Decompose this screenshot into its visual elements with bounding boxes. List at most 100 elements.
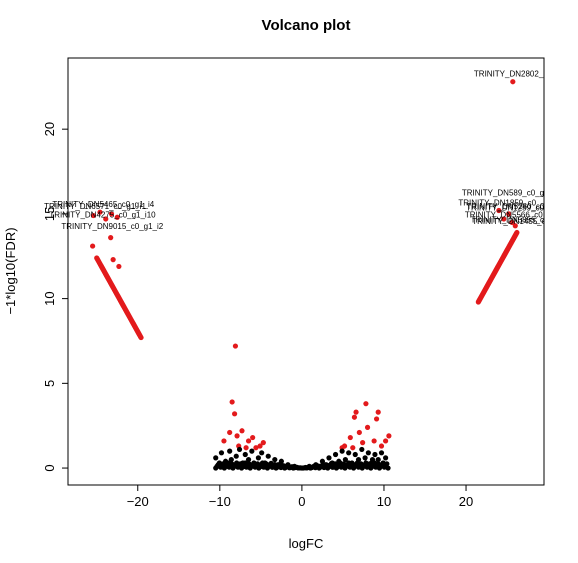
data-point xyxy=(332,451,339,458)
data-point xyxy=(316,463,322,469)
data-point xyxy=(334,464,340,470)
data-point xyxy=(230,462,236,468)
data-point xyxy=(108,235,114,241)
gene-label: TRINITY_DN5855_c0 xyxy=(471,215,549,224)
data-point xyxy=(225,463,231,469)
data-point xyxy=(351,414,358,420)
data-point xyxy=(386,433,392,439)
gene-label: TRINITY_DN1455_c0 xyxy=(472,217,550,226)
y-axis: 0 5 10 15 20 xyxy=(42,122,68,472)
data-point xyxy=(255,455,261,461)
data-point xyxy=(363,401,369,407)
data-point xyxy=(234,433,240,439)
data-point xyxy=(242,451,248,458)
y-tick-label: 5 xyxy=(42,380,57,387)
gene-label: TRINITY_DN5566_c0 xyxy=(465,210,543,219)
data-point xyxy=(116,263,122,270)
data-point xyxy=(249,448,255,454)
gene-label: TRINITY_DN9015_c0_g1_i2 xyxy=(61,222,163,231)
data-point xyxy=(385,465,391,471)
data-point xyxy=(378,450,385,456)
gene-label: TRINITY_DN1259_c0_g xyxy=(466,204,553,213)
data-point xyxy=(364,424,371,430)
x-axis-label: logFC xyxy=(289,536,324,551)
data-point xyxy=(295,465,301,471)
data-point xyxy=(236,446,243,453)
y-tick-label: 15 xyxy=(42,207,57,221)
data-point xyxy=(108,211,115,217)
data-point xyxy=(360,440,366,446)
data-point xyxy=(340,463,346,469)
gene-label: TRINITY_DN6571_c0_g1_i1 xyxy=(44,202,146,211)
data-point xyxy=(372,451,378,458)
x-tick-label: −10 xyxy=(209,494,231,509)
data-point xyxy=(346,450,352,456)
data-point xyxy=(110,257,116,263)
x-axis: −20 −10 0 10 20 xyxy=(127,485,473,509)
data-point xyxy=(329,460,335,466)
data-point xyxy=(262,460,268,466)
gene-labels: TRINITY_DN2802_c0TRINITY_DN589_c0_gTRINI… xyxy=(44,70,553,232)
data-point xyxy=(512,223,518,229)
data-point xyxy=(384,461,390,467)
data-point xyxy=(232,343,239,349)
data-point xyxy=(355,456,362,463)
y-tick-label: 0 xyxy=(42,464,57,471)
data-point xyxy=(501,216,507,222)
data-point xyxy=(378,443,385,449)
data-point xyxy=(221,438,227,444)
data-point xyxy=(227,429,233,436)
data-point xyxy=(264,464,270,470)
data-point xyxy=(213,455,219,461)
data-point xyxy=(97,209,103,215)
data-point xyxy=(375,409,381,415)
data-point xyxy=(339,448,345,454)
data-point xyxy=(326,455,332,461)
data-point xyxy=(247,462,253,468)
data-point xyxy=(362,455,368,461)
data-point xyxy=(138,334,144,341)
data-point xyxy=(229,399,235,405)
data-point xyxy=(272,456,278,463)
data-point xyxy=(365,450,371,456)
data-point xyxy=(260,440,266,446)
data-point xyxy=(239,428,245,434)
data-point xyxy=(258,463,264,469)
data-point xyxy=(350,445,356,451)
data-point xyxy=(351,462,357,468)
y-tick-label: 20 xyxy=(42,122,57,136)
data-point xyxy=(323,464,330,470)
data-point xyxy=(369,456,376,463)
data-point xyxy=(245,438,252,444)
data-point xyxy=(268,463,275,469)
data-point xyxy=(356,429,362,436)
data-point xyxy=(114,214,120,220)
x-tick-label: −20 xyxy=(127,494,149,509)
gene-label: TRINITY_DN5465_c0_g1_i4 xyxy=(52,200,154,209)
data-point xyxy=(353,409,359,415)
data-point xyxy=(359,446,365,453)
data-point xyxy=(336,458,342,464)
data-point xyxy=(506,211,512,217)
y-tick-label: 10 xyxy=(42,291,57,305)
data-point xyxy=(383,455,389,461)
data-point xyxy=(278,458,284,464)
data-point xyxy=(265,453,271,459)
data-point xyxy=(356,463,362,469)
data-points xyxy=(90,79,520,471)
data-point xyxy=(373,416,380,422)
data-point xyxy=(252,462,258,468)
data-point xyxy=(373,463,379,469)
data-point xyxy=(352,451,358,458)
data-point xyxy=(257,443,263,449)
data-point xyxy=(250,434,256,441)
gene-label: TRINITY_DN5280_c0 xyxy=(467,202,545,211)
data-point xyxy=(371,438,377,444)
data-point xyxy=(90,243,96,249)
data-point xyxy=(342,456,348,463)
data-point xyxy=(383,438,389,444)
data-point xyxy=(243,445,249,451)
data-point xyxy=(218,450,225,456)
chart-title: Volcano plot xyxy=(262,17,351,34)
